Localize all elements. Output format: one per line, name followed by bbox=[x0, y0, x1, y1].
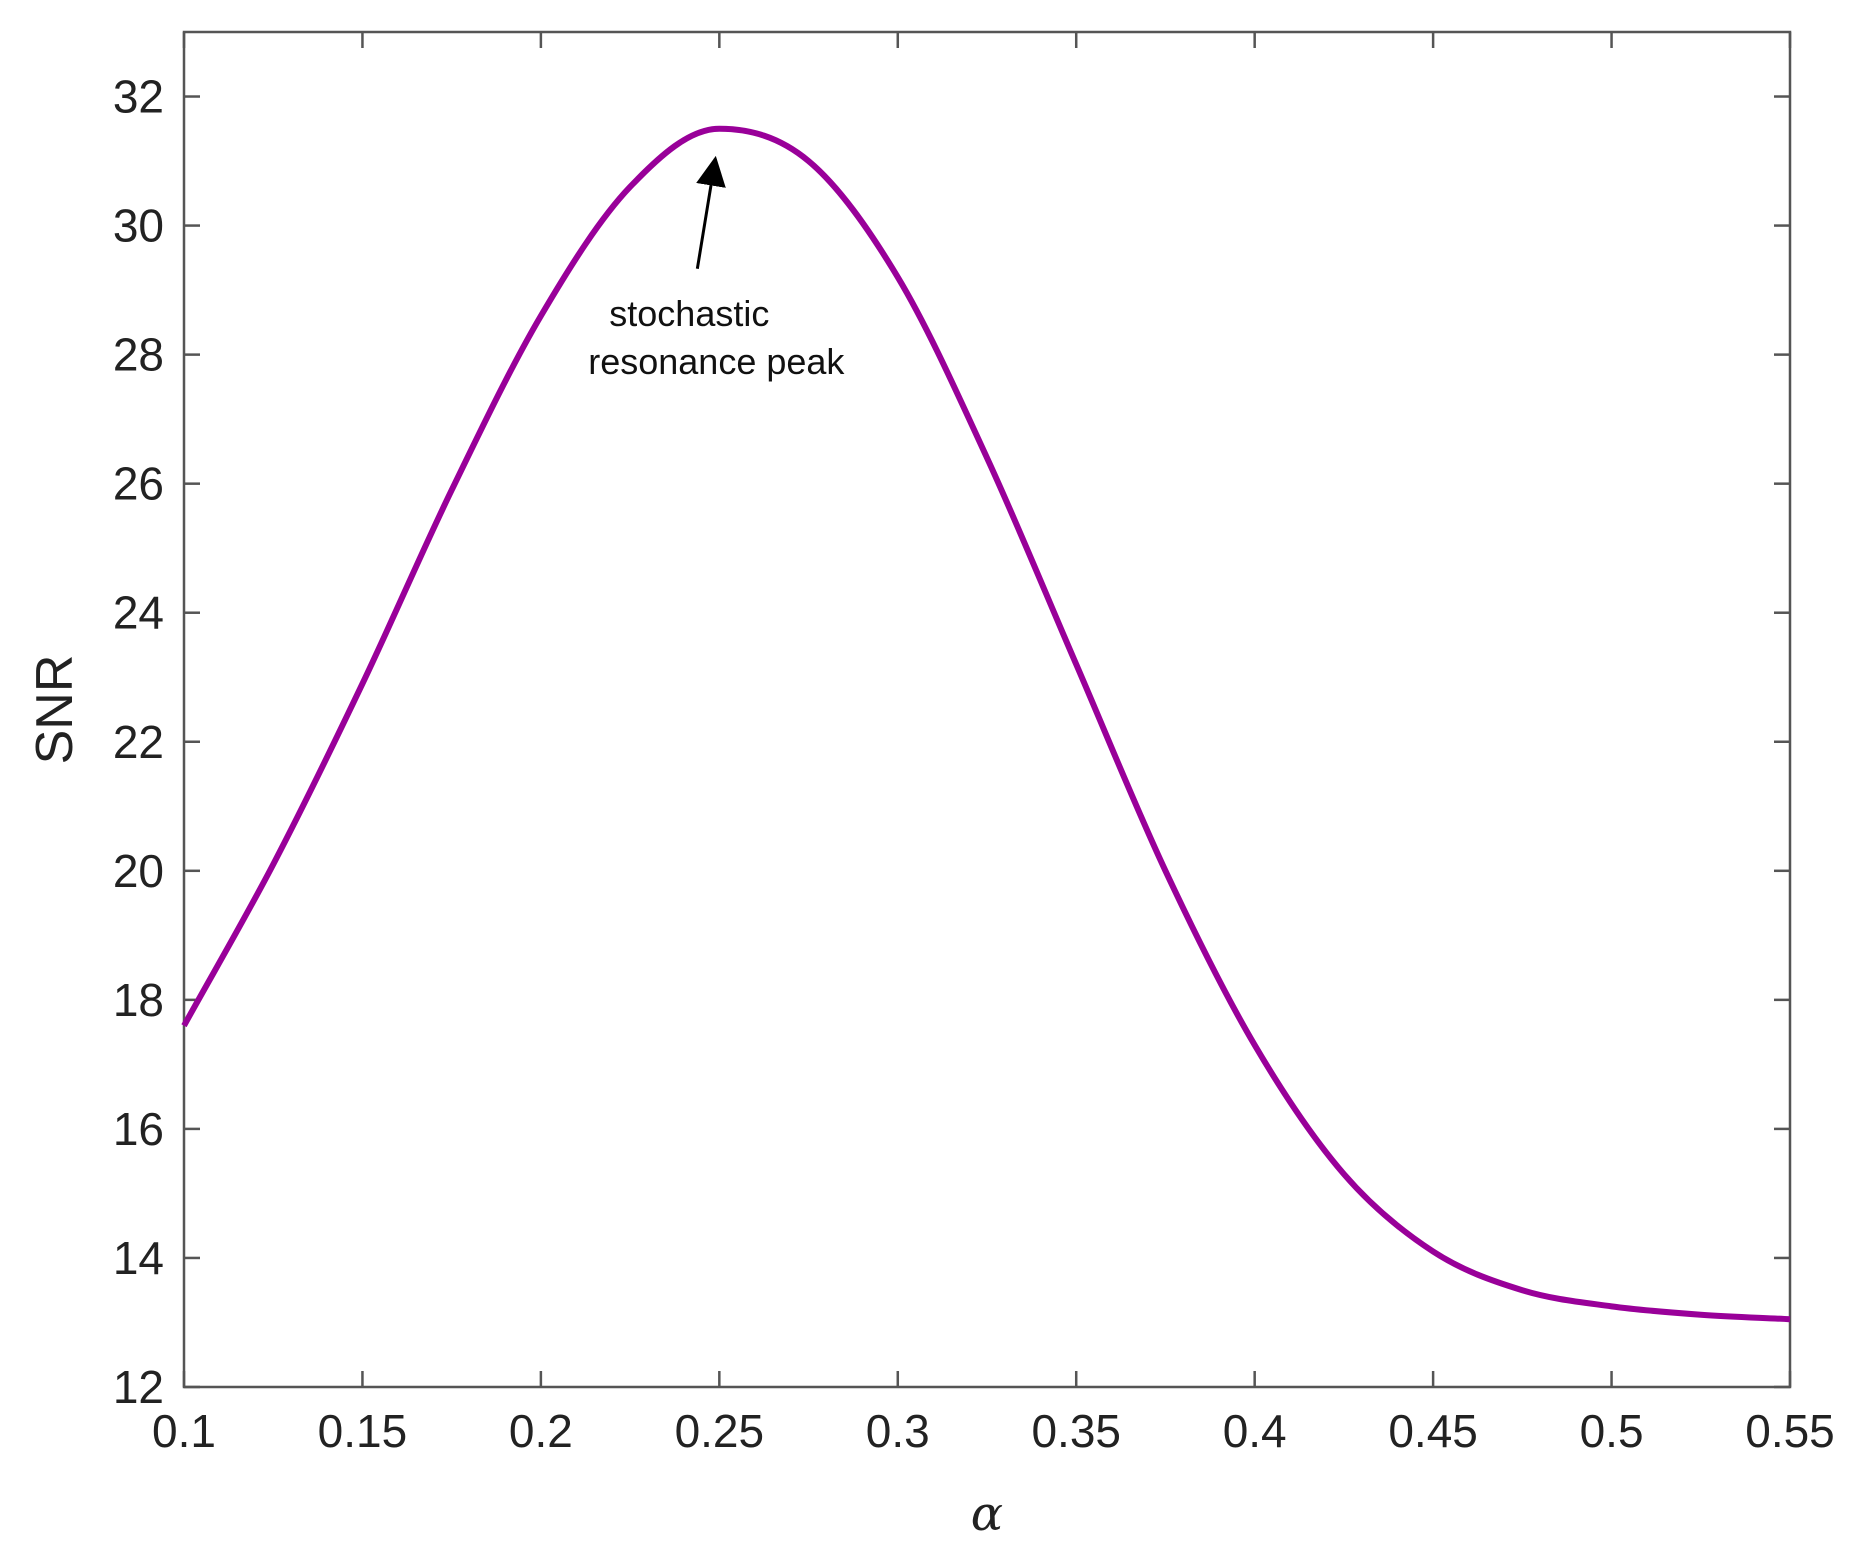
x-tick-label: 0.5 bbox=[1580, 1405, 1644, 1457]
y-tick-label: 20 bbox=[113, 845, 164, 897]
x-tick-label: 0.4 bbox=[1223, 1405, 1287, 1457]
y-tick-label: 30 bbox=[113, 200, 164, 252]
series-layer bbox=[181, 125, 1791, 1323]
x-axis-label: α bbox=[971, 1486, 1003, 1542]
y-tick-label: 12 bbox=[113, 1361, 164, 1413]
annotation-arrow bbox=[695, 155, 726, 270]
x-tick-label: 0.25 bbox=[675, 1405, 765, 1457]
x-tick-label: 0.35 bbox=[1031, 1405, 1121, 1457]
snr-curve-line bbox=[181, 125, 1791, 1323]
annotation-text-line-1: stochastic bbox=[609, 293, 769, 334]
x-axis-ticks: 0.1 0.15 0.2 0.25 0.3 0.35 0.4 0.45 0.5 0.55 bbox=[152, 32, 1835, 1457]
y-tick-label: 16 bbox=[113, 1103, 164, 1155]
x-tick-label: 0.3 bbox=[866, 1405, 930, 1457]
x-tick-label: 0.1 bbox=[152, 1405, 216, 1457]
y-axis-ticks: 12 14 16 18 20 22 24 26 28 30 32 bbox=[113, 71, 1790, 1413]
x-tick-label: 0.15 bbox=[318, 1405, 408, 1457]
y-tick-label: 26 bbox=[113, 458, 164, 510]
x-tick-label: 0.2 bbox=[509, 1405, 573, 1457]
y-axis-label: SNR bbox=[26, 655, 84, 765]
x-tick-label: 0.55 bbox=[1745, 1405, 1835, 1457]
y-tick-label: 22 bbox=[113, 716, 164, 768]
y-tick-label: 24 bbox=[113, 587, 164, 639]
x-tick-label: 0.45 bbox=[1388, 1405, 1478, 1457]
annotation-text-line-2: resonance peak bbox=[588, 341, 845, 382]
y-tick-label: 32 bbox=[113, 71, 164, 123]
y-tick-label: 18 bbox=[113, 974, 164, 1026]
plot-area bbox=[182, 30, 1792, 1389]
annotation: stochastic resonance peak bbox=[588, 155, 845, 382]
y-tick-label: 28 bbox=[113, 329, 164, 381]
y-tick-label: 14 bbox=[113, 1232, 164, 1284]
